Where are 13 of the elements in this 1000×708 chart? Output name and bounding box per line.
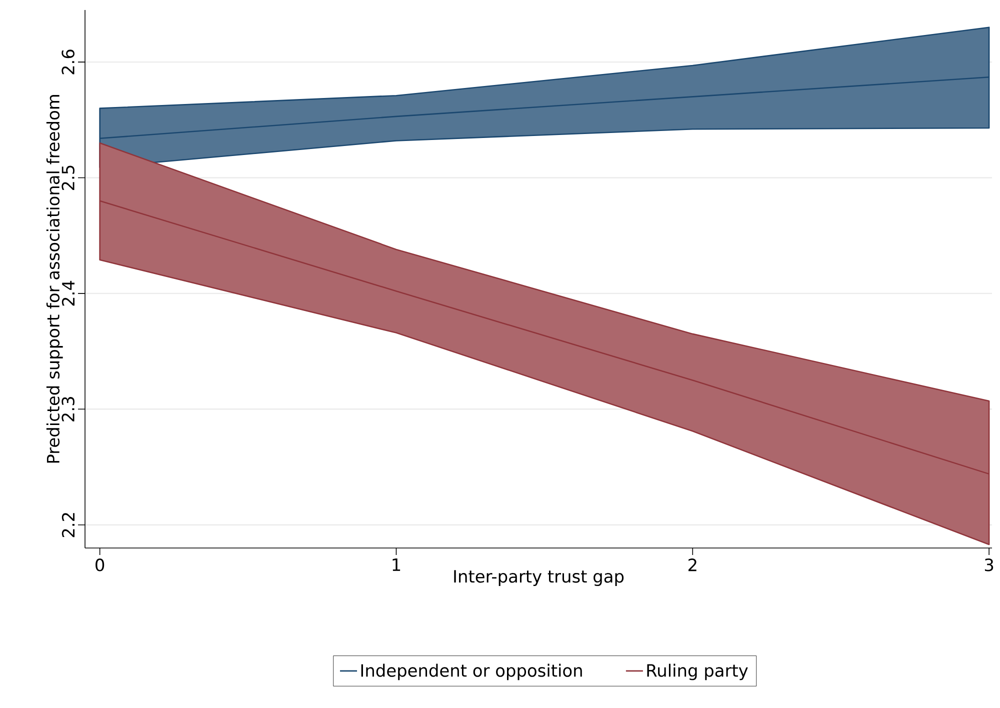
x-tick-label: 1 [392,558,400,571]
y-tick-label: 2.3 [62,397,74,422]
y-tick-label: 2.5 [62,166,74,190]
x-tick-label: 2 [688,558,696,572]
y-tick-label: 2.4 [62,280,74,306]
y-tick-label: 2.2 [62,513,74,538]
y-tick-label: 2.6 [62,50,74,74]
x-tick-label: 3 [984,558,994,572]
legend-label: Independent or opposition [361,664,582,680]
legend-label: Ruling party [647,664,748,680]
x-axis-title: Inter-party trust gap [454,570,624,586]
x-tick-label: 0 [96,558,104,572]
y-axis-title: Predicted support for associational freedom [46,95,63,463]
